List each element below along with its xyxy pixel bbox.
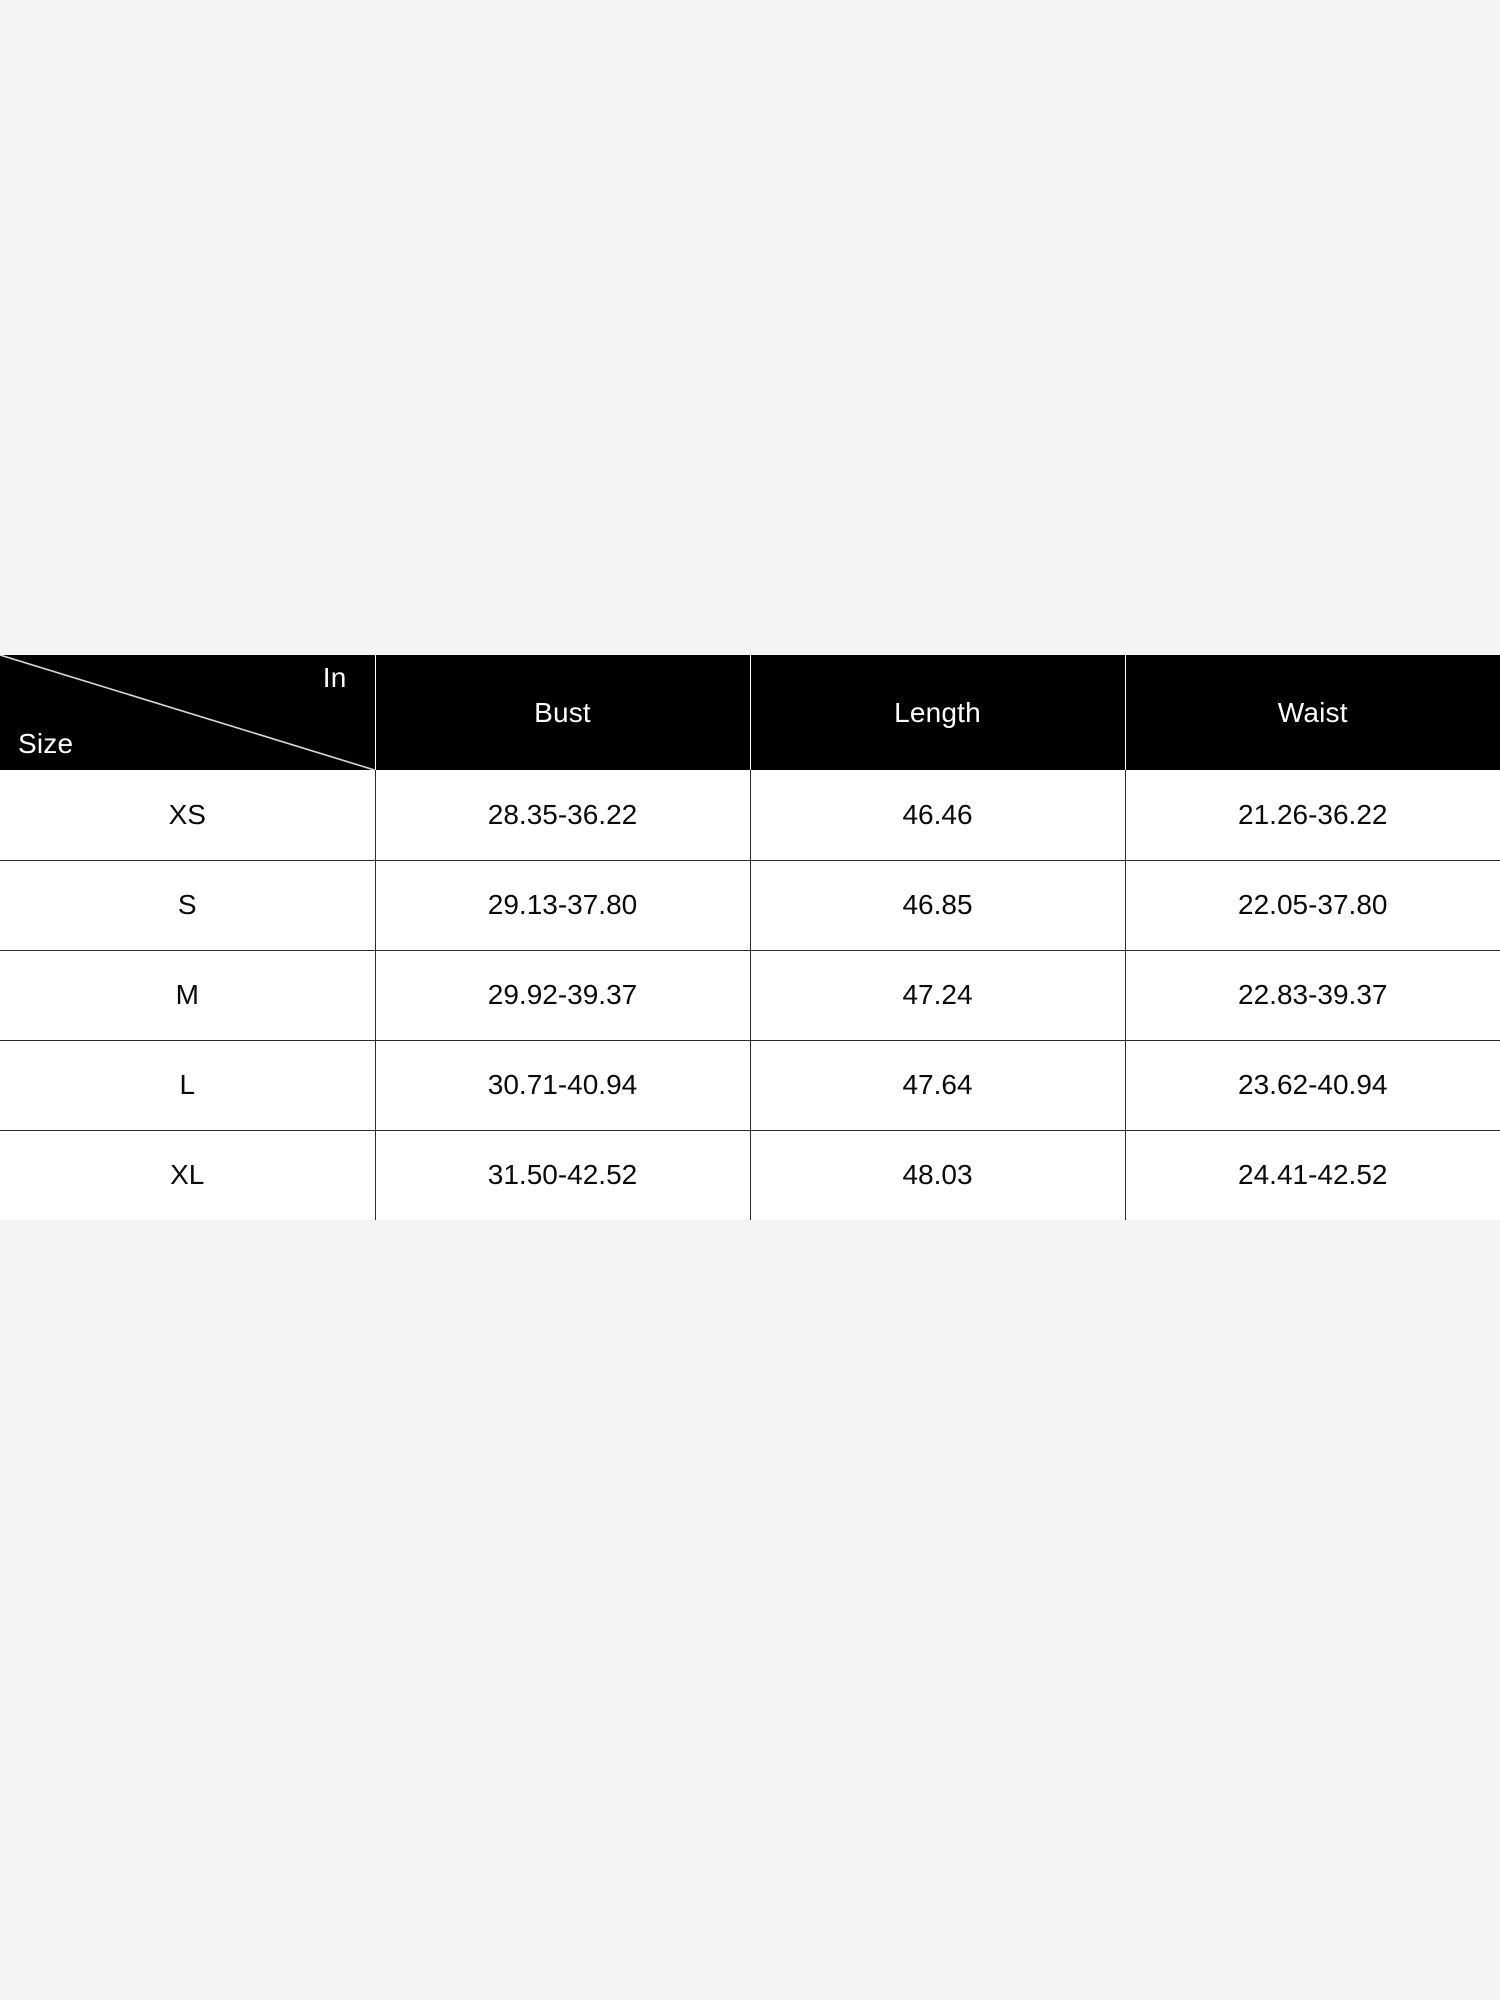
header-unit-label: In bbox=[322, 662, 347, 693]
cell-bust: 30.71-40.94 bbox=[375, 1040, 751, 1131]
cell-length: 47.24 bbox=[750, 950, 1126, 1041]
cell-bust: 29.13-37.80 bbox=[375, 860, 751, 951]
header-cell-length: Length bbox=[750, 655, 1126, 770]
cell-length: 46.46 bbox=[750, 770, 1126, 861]
cell-length: 48.03 bbox=[750, 1130, 1126, 1220]
cell-length: 47.64 bbox=[750, 1040, 1126, 1131]
header-cell-waist: Waist bbox=[1125, 655, 1500, 770]
cell-waist: 24.41-42.52 bbox=[1125, 1130, 1500, 1220]
cell-bust: 28.35-36.22 bbox=[375, 770, 751, 861]
cell-size: XL bbox=[0, 1130, 376, 1220]
table-body: XS 28.35-36.22 46.46 21.26-36.22 S 29.13… bbox=[0, 770, 1500, 1220]
table-header: In Size Bust Length Waist bbox=[0, 655, 1500, 770]
table-row: XS 28.35-36.22 46.46 21.26-36.22 bbox=[0, 770, 1500, 861]
cell-waist: 21.26-36.22 bbox=[1125, 770, 1500, 861]
cell-size: L bbox=[0, 1040, 376, 1131]
cell-size: XS bbox=[0, 770, 376, 861]
table-row: L 30.71-40.94 47.64 23.62-40.94 bbox=[0, 1040, 1500, 1131]
cell-waist: 22.05-37.80 bbox=[1125, 860, 1500, 951]
cell-waist: 22.83-39.37 bbox=[1125, 950, 1500, 1041]
header-size-label: Size bbox=[18, 728, 74, 759]
cell-waist: 23.62-40.94 bbox=[1125, 1040, 1500, 1131]
cell-size: M bbox=[0, 950, 376, 1041]
cell-bust: 29.92-39.37 bbox=[375, 950, 751, 1041]
table-row: M 29.92-39.37 47.24 22.83-39.37 bbox=[0, 950, 1500, 1041]
cell-bust: 31.50-42.52 bbox=[375, 1130, 751, 1220]
table-row: XL 31.50-42.52 48.03 24.41-42.52 bbox=[0, 1130, 1500, 1220]
header-corner-size-unit: In Size bbox=[0, 655, 376, 770]
size-chart-table: In Size Bust Length Waist XS 28.35-36.22… bbox=[0, 655, 1500, 1220]
diagonal-divider-line-icon bbox=[0, 655, 374, 770]
header-row: In Size Bust Length Waist bbox=[0, 655, 1500, 770]
cell-length: 46.85 bbox=[750, 860, 1126, 951]
cell-size: S bbox=[0, 860, 376, 951]
table-row: S 29.13-37.80 46.85 22.05-37.80 bbox=[0, 860, 1500, 951]
header-cell-bust: Bust bbox=[375, 655, 751, 770]
